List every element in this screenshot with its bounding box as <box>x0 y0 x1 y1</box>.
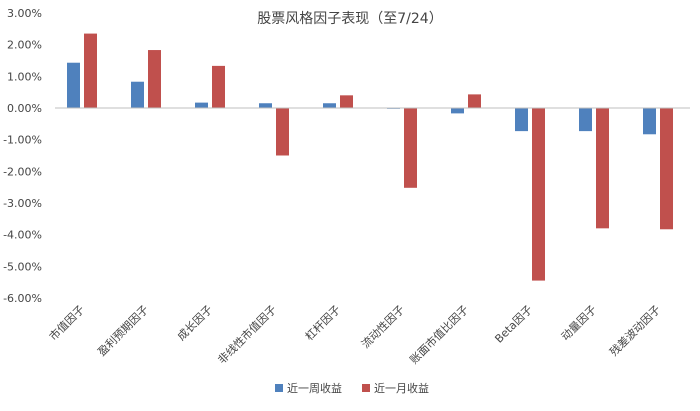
chart-title: 股票风格因子表现（至7/24） <box>257 11 442 27</box>
bar-monthly <box>468 94 481 108</box>
y-tick-label: -5.00% <box>3 260 42 273</box>
bar-monthly <box>596 108 609 229</box>
bar-weekly <box>131 81 144 108</box>
x-category-label: 流动性因子 <box>358 302 407 351</box>
x-category-label: 杠杆因子 <box>302 302 343 343</box>
bar-monthly <box>212 65 225 108</box>
y-tick-label: -6.00% <box>3 292 42 305</box>
x-category-label: 账面市值比因子 <box>407 302 471 366</box>
legend-swatch <box>275 384 283 392</box>
bar-monthly <box>340 95 353 108</box>
y-tick-label: -2.00% <box>3 165 42 178</box>
bar-monthly <box>404 108 417 188</box>
y-tick-label: 0.00% <box>7 102 42 115</box>
x-axis: 市值因子 盈利预期因子 成长因子 非线性市值因子 杠杆因子 流动性因子 账面市值比因子 Bet… <box>46 302 663 366</box>
x-category-label: Beta因子 <box>492 303 535 346</box>
bars-group <box>67 33 673 281</box>
x-category-label: 成长因子 <box>175 303 215 343</box>
bar-weekly <box>195 102 208 108</box>
x-category-label: 残差波动因子 <box>607 302 664 359</box>
y-tick-label: 2.00% <box>7 39 42 52</box>
x-category-label: 市值因子 <box>46 302 87 343</box>
x-category-label: 非线性市值因子 <box>215 302 279 366</box>
legend-swatch <box>362 384 370 392</box>
y-tick-label: -3.00% <box>3 197 42 210</box>
legend-label: 近一周收益 <box>287 381 342 395</box>
y-tick-label: -1.00% <box>3 134 42 147</box>
legend-label: 近一月收益 <box>374 381 429 395</box>
bar-monthly <box>276 108 289 156</box>
bar-monthly <box>148 50 161 108</box>
x-category-label: 动量因子 <box>559 303 599 343</box>
bar-weekly <box>67 62 80 108</box>
bar-weekly <box>451 108 464 114</box>
bar-monthly <box>84 33 97 109</box>
bar-weekly <box>579 108 592 132</box>
bar-weekly <box>323 103 336 108</box>
bar-monthly <box>532 108 545 281</box>
bar-weekly <box>643 108 656 135</box>
legend: 近一周收益 近一月收益 <box>275 381 429 395</box>
x-category-label: 盈利预期因子 <box>95 303 151 359</box>
bar-weekly <box>515 108 528 132</box>
bar-weekly <box>259 103 272 108</box>
y-axis: 3.00% 2.00% 1.00% 0.00% -1.00% -2.00% -3.00% -4… <box>3 7 42 305</box>
y-tick-label: -4.00% <box>3 229 42 242</box>
y-tick-label: 1.00% <box>7 70 42 83</box>
y-tick-label: 3.00% <box>7 7 42 20</box>
bar-monthly <box>660 108 673 230</box>
